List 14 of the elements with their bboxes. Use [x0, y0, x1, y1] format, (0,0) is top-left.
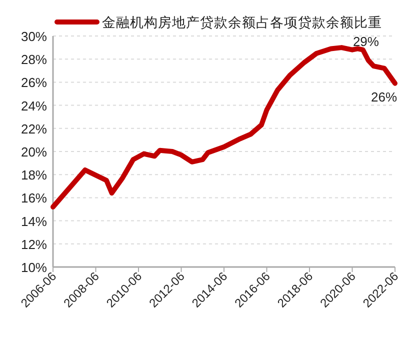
- y-tick-label: 22%: [20, 121, 48, 136]
- y-tick-label: 30%: [20, 29, 48, 44]
- y-tick-label: 12%: [20, 236, 48, 252]
- y-tick-label: 20%: [20, 144, 48, 160]
- y-tick-label: 10%: [20, 260, 48, 275]
- annotation: 26%: [371, 89, 398, 104]
- legend-label: 金融机构房地产贷款余额占各项贷款余额比重: [102, 15, 382, 30]
- y-tick-label: 18%: [20, 168, 48, 183]
- annotation: 29%: [352, 34, 380, 49]
- y-tick-label: 26%: [20, 75, 48, 90]
- y-tick-label: 16%: [20, 190, 48, 206]
- y-tick-label: 14%: [20, 214, 48, 229]
- y-tick-label: 28%: [20, 52, 48, 68]
- y-tick-label: 24%: [20, 98, 48, 114]
